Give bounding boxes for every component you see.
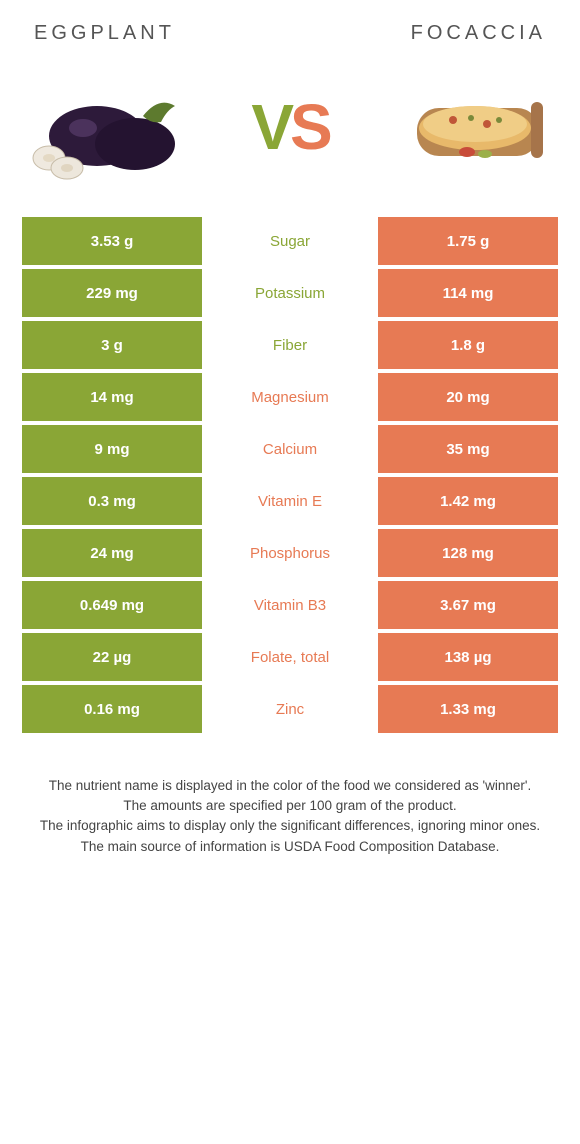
infographic: EGGPLANT FOCACCIA VS: [0, 0, 580, 884]
right-value: 1.8 g: [378, 321, 558, 369]
left-value: 14 mg: [22, 373, 202, 421]
vs-label: VS: [251, 90, 328, 164]
nutrient-name: Calcium: [202, 425, 378, 473]
nutrient-name: Folate, total: [202, 633, 378, 681]
right-value: 35 mg: [378, 425, 558, 473]
table-row: 24 mgPhosphorus128 mg: [22, 529, 558, 577]
eggplant-image: [20, 67, 190, 187]
table-row: 0.3 mgVitamin E1.42 mg: [22, 477, 558, 525]
footnote-line: The main source of information is USDA F…: [26, 838, 554, 856]
nutrient-name: Fiber: [202, 321, 378, 369]
footnotes: The nutrient name is displayed in the co…: [20, 733, 560, 856]
right-value: 3.67 mg: [378, 581, 558, 629]
left-value: 22 µg: [22, 633, 202, 681]
nutrient-name: Phosphorus: [202, 529, 378, 577]
right-value: 20 mg: [378, 373, 558, 421]
left-food-title: EGGPLANT: [34, 22, 175, 45]
nutrient-name: Vitamin B3: [202, 581, 378, 629]
table-row: 0.16 mgZinc1.33 mg: [22, 685, 558, 733]
table-row: 14 mgMagnesium20 mg: [22, 373, 558, 421]
left-value: 0.16 mg: [22, 685, 202, 733]
left-value: 0.649 mg: [22, 581, 202, 629]
right-value: 1.75 g: [378, 217, 558, 265]
nutrient-name: Sugar: [202, 217, 378, 265]
right-value: 138 µg: [378, 633, 558, 681]
nutrient-name: Zinc: [202, 685, 378, 733]
footnote-line: The amounts are specified per 100 gram o…: [26, 797, 554, 815]
table-row: 22 µgFolate, total138 µg: [22, 633, 558, 681]
nutrient-name: Vitamin E: [202, 477, 378, 525]
right-value: 1.42 mg: [378, 477, 558, 525]
table-row: 229 mgPotassium114 mg: [22, 269, 558, 317]
left-value: 229 mg: [22, 269, 202, 317]
right-value: 114 mg: [378, 269, 558, 317]
left-value: 3 g: [22, 321, 202, 369]
right-value: 128 mg: [378, 529, 558, 577]
nutrient-name: Magnesium: [202, 373, 378, 421]
titles-row: EGGPLANT FOCACCIA: [20, 22, 560, 63]
table-row: 3 gFiber1.8 g: [22, 321, 558, 369]
table-row: 9 mgCalcium35 mg: [22, 425, 558, 473]
nutrient-name: Potassium: [202, 269, 378, 317]
focaccia-image: [390, 67, 560, 187]
right-value: 1.33 mg: [378, 685, 558, 733]
right-food-title: FOCACCIA: [411, 22, 546, 45]
vs-v: V: [251, 91, 290, 163]
left-value: 0.3 mg: [22, 477, 202, 525]
table-row: 0.649 mgVitamin B33.67 mg: [22, 581, 558, 629]
left-value: 24 mg: [22, 529, 202, 577]
footnote-line: The infographic aims to display only the…: [26, 817, 554, 835]
hero-row: VS: [20, 63, 560, 217]
vs-s: S: [290, 91, 329, 163]
left-value: 3.53 g: [22, 217, 202, 265]
comparison-table: 3.53 gSugar1.75 g229 mgPotassium114 mg3 …: [20, 217, 560, 733]
table-row: 3.53 gSugar1.75 g: [22, 217, 558, 265]
footnote-line: The nutrient name is displayed in the co…: [26, 777, 554, 795]
left-value: 9 mg: [22, 425, 202, 473]
